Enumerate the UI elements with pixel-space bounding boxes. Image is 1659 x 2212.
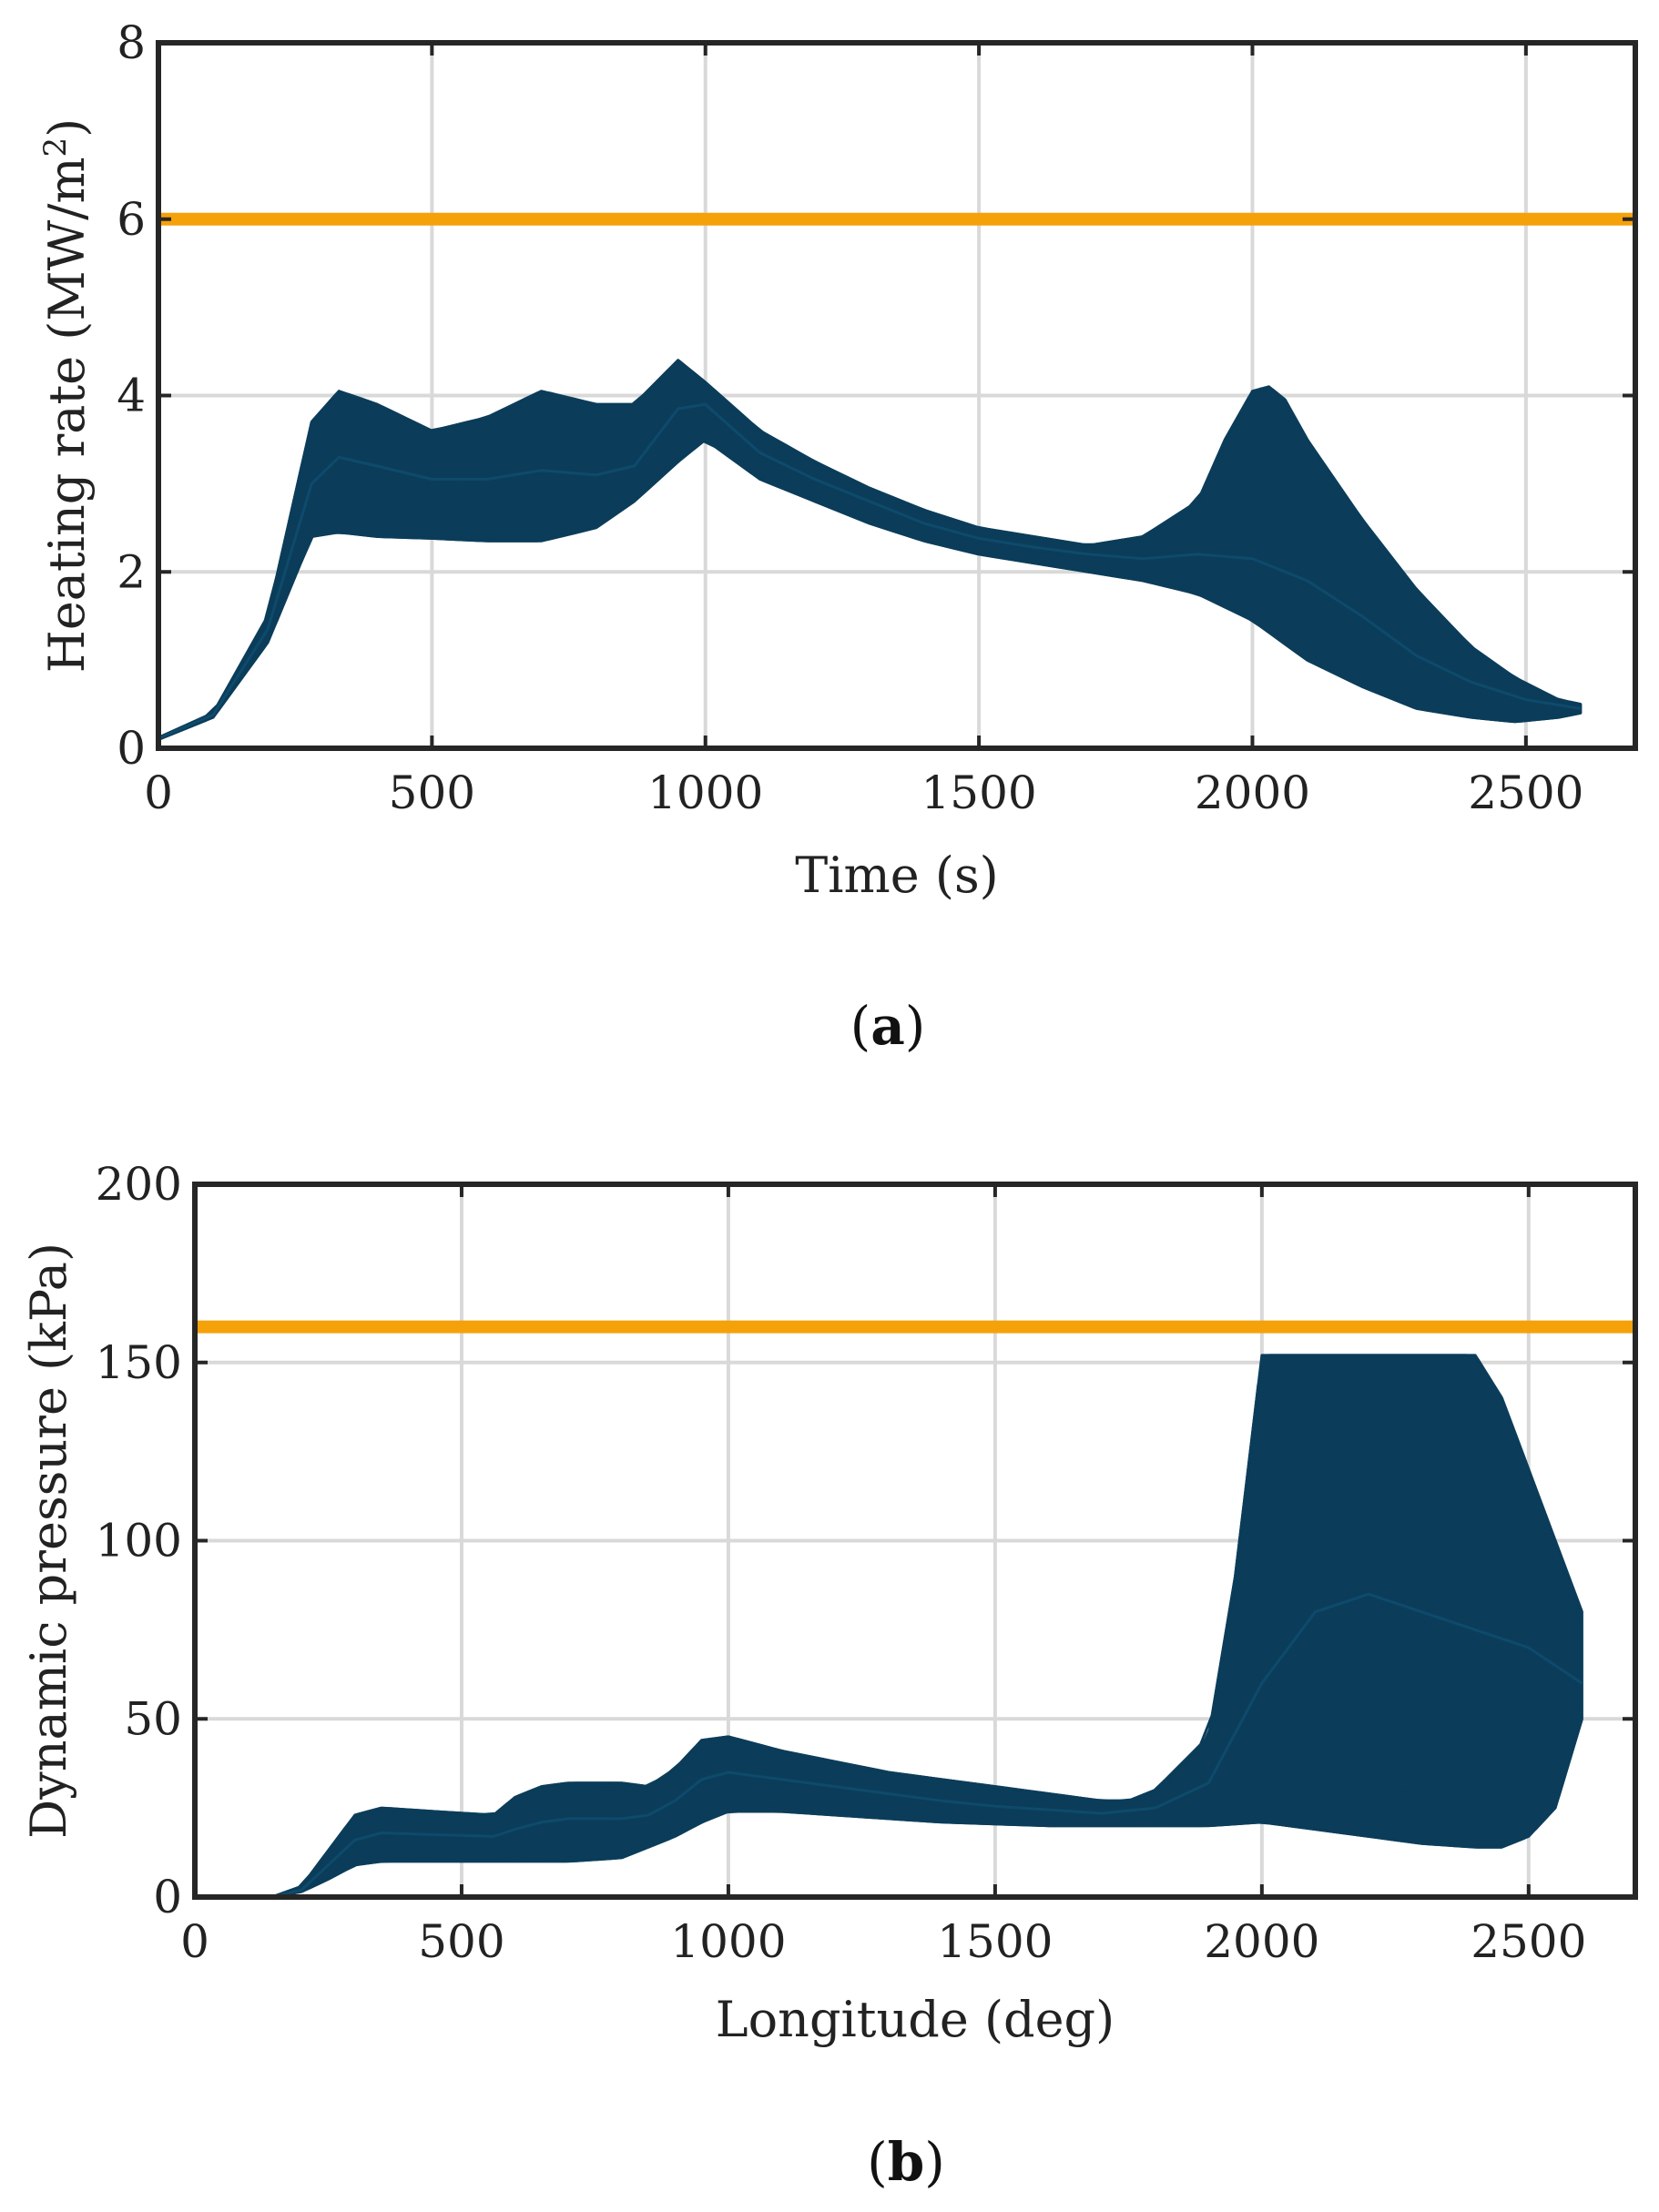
series-line — [158, 410, 1581, 740]
x-axis-label: Longitude (deg) — [716, 1991, 1114, 2048]
series-line — [194, 1714, 1583, 1899]
x-tick-label: 2000 — [1195, 766, 1310, 819]
panel-open-paren: ( — [867, 2131, 888, 2193]
x-tick-labels: 0 500 1000 1500 2000 2500 — [144, 766, 1583, 819]
series-line — [194, 1391, 1583, 1899]
series-line — [158, 368, 1582, 739]
y-tick-label: 2 — [117, 545, 146, 598]
y-axis-label: Dynamic pressure (kPa) — [20, 1243, 77, 1839]
panel-letter: a — [870, 995, 905, 1057]
y-tick-label: 50 — [124, 1692, 182, 1745]
x-tick-label: 2000 — [1204, 1915, 1319, 1968]
series-line — [194, 1588, 1583, 1899]
y-tick-labels: 0 50 100 150 200 — [96, 1158, 182, 1923]
panel-letter: b — [888, 2131, 925, 2193]
panel-label-a: (a) — [850, 995, 926, 1057]
y-tick-label: 0 — [117, 722, 146, 775]
x-axis-label: Time (s) — [795, 847, 998, 904]
trajectory-lines — [194, 1354, 1583, 1899]
x-tick-label: 0 — [180, 1915, 209, 1968]
trajectory-lines — [158, 360, 1582, 741]
x-tick-label: 2500 — [1471, 1915, 1586, 1968]
panel-close-paren: ) — [905, 995, 926, 1057]
plot-frame — [156, 40, 1638, 751]
y-axis-label-superscript: 2 — [37, 137, 74, 157]
y-tick-label: 4 — [117, 370, 146, 422]
panel-open-paren: ( — [850, 995, 871, 1057]
y-tick-label: 150 — [96, 1336, 182, 1389]
y-tick-label: 200 — [96, 1158, 182, 1211]
x-tick-label: 0 — [144, 766, 173, 819]
x-tick-label: 500 — [389, 766, 475, 819]
series-line — [158, 437, 1582, 741]
y-axis-label-main: Dynamic pressure (kPa) — [20, 1243, 77, 1839]
y-axis-label: Heating rate (MW/m2) — [37, 118, 96, 674]
series-line — [158, 360, 1582, 739]
series-line — [158, 433, 1582, 741]
x-tick-labels: 0 500 1000 1500 2000 2500 — [180, 1915, 1586, 1968]
x-tick-label: 1000 — [647, 766, 763, 819]
series-line — [194, 1354, 1583, 1899]
y-tick-labels: 0 2 4 6 8 — [117, 16, 146, 775]
grid-lines — [158, 43, 1635, 748]
series-line — [158, 439, 1582, 741]
x-tick-label: 2500 — [1468, 766, 1583, 819]
x-tick-label: 500 — [418, 1915, 504, 1968]
x-tick-label: 1500 — [937, 1915, 1053, 1968]
panel-close-paren: ) — [924, 2131, 945, 2193]
panel-label-b: (b) — [867, 2131, 945, 2193]
y-tick-label: 8 — [117, 16, 146, 69]
chart-heating-rate: 0 500 1000 1500 2000 2500 0 2 4 6 8 Time (s) Heat… — [37, 16, 1638, 1057]
series-line-mean — [194, 1592, 1583, 1899]
y-tick-label: 0 — [153, 1871, 182, 1923]
y-axis-label-main: Heating rate (MW/m — [38, 157, 96, 673]
y-tick-label: 100 — [96, 1515, 182, 1568]
x-tick-label: 1500 — [921, 766, 1036, 819]
series-line — [194, 1707, 1583, 1899]
x-tick-label: 1000 — [670, 1915, 786, 1968]
plot-frame — [192, 1182, 1638, 1900]
series-line — [194, 1718, 1583, 1899]
y-axis-label-end: ) — [38, 118, 96, 137]
series-line-mean — [158, 402, 1582, 740]
chart-dynamic-pressure: 0 500 1000 1500 2000 2500 0 50 100 150 200 Longit… — [20, 1158, 1638, 2193]
y-tick-label: 6 — [117, 193, 146, 246]
